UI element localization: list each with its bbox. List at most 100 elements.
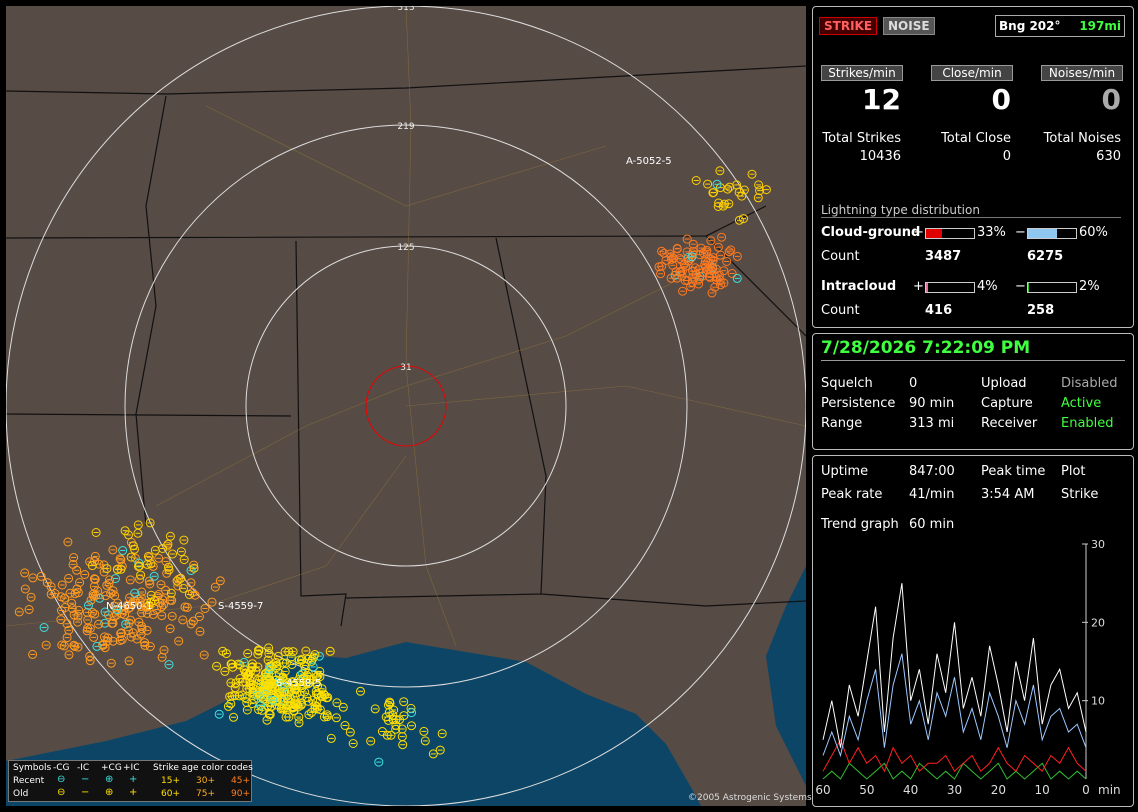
- strike-symbol: [223, 701, 233, 711]
- setting: Disabled: [1061, 376, 1118, 391]
- strike-symbol: [194, 612, 204, 622]
- strike-symbol: [261, 696, 271, 705]
- symbol-ring: [654, 262, 664, 272]
- strike-button[interactable]: STRIKE: [819, 17, 878, 35]
- symbol-ring: [312, 702, 322, 712]
- symbol-ring: [91, 528, 101, 537]
- strike-symbol: [101, 591, 111, 601]
- strike-symbol: [179, 535, 189, 545]
- symbol-ring: [286, 652, 296, 662]
- symbol-ring: [739, 185, 749, 195]
- strike-symbol: [150, 545, 160, 555]
- strike-symbol: [116, 555, 126, 565]
- symbol-ring: [67, 598, 77, 608]
- strike-symbol: [708, 255, 718, 265]
- symbol-ring: [134, 617, 144, 627]
- stat: Plot: [1061, 464, 1086, 479]
- symbol-ring: [407, 721, 416, 731]
- y-tick-label: 10: [1091, 695, 1105, 708]
- strike-symbol: [189, 563, 199, 573]
- noise-button[interactable]: NOISE: [883, 17, 935, 35]
- strike-symbol: [294, 718, 304, 728]
- strike-symbol: [383, 715, 393, 725]
- strike-symbol: [332, 698, 342, 708]
- strike-symbol: [666, 273, 676, 283]
- symbol-ring: [125, 602, 135, 612]
- strike-symbol: [62, 619, 72, 629]
- symbol-ring: [210, 582, 220, 592]
- strike-symbol: [134, 561, 144, 571]
- symbol-ring: [70, 642, 80, 651]
- symbol-ring: [283, 694, 293, 704]
- strike-symbol: [676, 267, 686, 276]
- strike-map: 313 219 125 31 A-5052-5 N-4650-1 S-4559-7 S-455…: [6, 6, 806, 806]
- strike-symbol: [42, 578, 52, 588]
- symbol-ring: [340, 721, 350, 730]
- symbol-ring: [85, 624, 95, 633]
- symbol-ring: [144, 576, 154, 586]
- strike-symbol: [265, 664, 275, 674]
- strike-symbol: [124, 656, 134, 666]
- symbol-ring: [113, 598, 122, 608]
- symbol-ring: [240, 693, 250, 703]
- symbol-ring: [260, 669, 270, 679]
- setting: 313 mi: [909, 416, 955, 431]
- strike-symbol: [20, 568, 30, 578]
- strike-symbol: [265, 675, 275, 685]
- strike-symbol: [144, 600, 154, 610]
- symbol-ring: [111, 574, 120, 583]
- symbol-ring: [148, 609, 158, 619]
- symbol-ring: [100, 643, 110, 653]
- symbol-ring: [255, 687, 265, 697]
- symbol-ring: [714, 198, 724, 208]
- strike-symbol: [125, 575, 135, 585]
- strike-symbol: [326, 733, 336, 743]
- strike-symbol: [116, 628, 126, 638]
- strike-symbol: [112, 610, 122, 620]
- ring-label: 219: [397, 122, 414, 132]
- symbol-ring: [688, 239, 698, 249]
- legend-symbol: −: [81, 787, 90, 798]
- strike-symbol: [310, 703, 320, 713]
- strike-symbol: [195, 626, 205, 636]
- symbol-ring: [64, 573, 74, 583]
- strike-symbol: [90, 574, 100, 584]
- symbol-ring: [271, 663, 281, 673]
- strike-symbol: [301, 646, 311, 656]
- symbol-ring: [722, 257, 732, 266]
- strike-symbol: [708, 253, 718, 263]
- strike-symbol: [140, 640, 150, 650]
- symbol-ring: [117, 635, 127, 645]
- symbol-ring: [108, 586, 118, 596]
- legend-symbol: −: [81, 774, 90, 785]
- strike-symbol: [156, 580, 166, 590]
- strike-symbol: [280, 647, 290, 657]
- symbol-ring: [82, 626, 92, 636]
- symbol-ring: [332, 698, 342, 708]
- strike-symbol: [374, 757, 384, 767]
- setting: 90 min: [909, 396, 955, 411]
- stat: 41/min: [909, 487, 955, 502]
- atlantic: [766, 566, 806, 786]
- strike-symbol: [725, 182, 735, 192]
- symbol-ring: [167, 595, 177, 605]
- symbol-ring: [116, 629, 126, 638]
- strike-symbol: [280, 666, 290, 676]
- symbol-ring: [41, 640, 51, 650]
- symbol-ring: [724, 199, 734, 209]
- symbol-ring: [708, 255, 718, 265]
- strike-symbol: [317, 684, 327, 694]
- strike-symbol: [69, 640, 79, 650]
- strike-symbol: [709, 188, 718, 197]
- strike-symbol: [356, 686, 365, 696]
- strike-symbol: [98, 640, 108, 650]
- storm-label: N-4650-1: [106, 601, 153, 612]
- strike-symbol: [389, 705, 399, 715]
- symbol-ring: [67, 604, 77, 613]
- strike-symbol: [134, 617, 144, 627]
- symbol-ring: [296, 700, 306, 710]
- strike-symbol: [688, 266, 698, 276]
- symbol-ring: [249, 694, 259, 704]
- strike-symbol: [87, 561, 97, 571]
- legend-header-item: Symbols: [13, 763, 52, 773]
